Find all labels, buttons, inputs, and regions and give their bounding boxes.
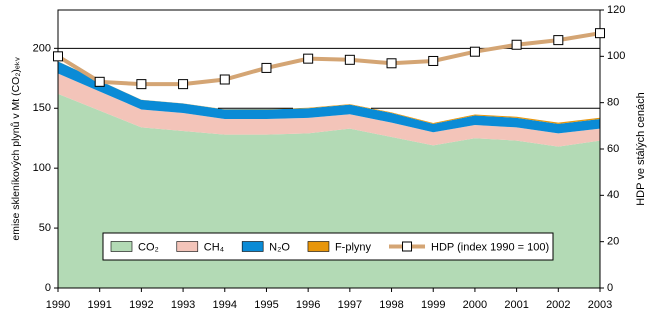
y2-tick-label: 60 <box>607 143 619 155</box>
legend-swatch <box>176 241 199 252</box>
y-tick-label: 50 <box>39 222 51 234</box>
x-tick-label: 1995 <box>254 299 278 311</box>
marker <box>553 35 564 46</box>
line <box>56 31 601 87</box>
x-tick-label: 1992 <box>129 299 153 311</box>
marker <box>136 79 147 90</box>
x-tick-label: 1991 <box>87 299 111 311</box>
legend-label: N₂O <box>269 241 290 253</box>
y2-tick-label: 40 <box>607 189 619 201</box>
legend-swatch <box>307 241 330 252</box>
y-tick-label: 150 <box>33 102 51 114</box>
x-tick-label: 1990 <box>46 299 70 311</box>
legend-label: CH₄ <box>204 241 225 253</box>
x-tick-label: 2001 <box>504 299 528 311</box>
y2-tick-label: 20 <box>607 236 619 248</box>
legend-label: HDP (index 1990 = 100) <box>431 241 549 253</box>
area <box>58 73 600 147</box>
x-tick-label: 1994 <box>213 299 237 311</box>
legend: CO₂ CH₄ N₂O F-plyny HDP (index 1990 = 100) <box>102 232 554 261</box>
y-tick-label: 200 <box>33 42 51 54</box>
legend-swatch <box>241 241 264 252</box>
x-tick-label: 2002 <box>546 299 570 311</box>
y2-tick-label: 80 <box>607 97 619 109</box>
marker <box>469 46 480 57</box>
marker <box>344 54 355 65</box>
marker <box>94 76 105 87</box>
y-axis-label: emise skleníkových plynů v Mt (CO₂)ₑₖᵥ <box>10 57 22 241</box>
y2-tick-label: 120 <box>607 4 625 16</box>
y2-tick-label: 0 <box>607 282 613 294</box>
marker <box>178 79 189 90</box>
y2-axis-label: HDP ve stálých cenách <box>635 92 647 206</box>
marker <box>511 39 522 50</box>
marker <box>219 74 230 85</box>
marker <box>261 62 272 73</box>
marker <box>428 55 439 66</box>
x-tick-label: 2003 <box>588 299 612 311</box>
legend-swatch <box>110 241 133 252</box>
marker <box>386 58 397 69</box>
x-tick-label: 1997 <box>338 299 362 311</box>
x-tick-label: 2000 <box>463 299 487 311</box>
x-tick-label: 1996 <box>296 299 320 311</box>
legend-marker <box>402 241 413 252</box>
x-tick-label: 1999 <box>421 299 445 311</box>
plot-frame <box>57 9 601 289</box>
x-tick-label: 1998 <box>379 299 403 311</box>
legend-label: F-plyny <box>335 241 372 253</box>
area <box>58 61 600 134</box>
marker <box>595 28 605 39</box>
marker <box>303 53 314 64</box>
legend-label: CO₂ <box>138 241 159 253</box>
y-tick-label: 100 <box>33 162 51 174</box>
y-tick-label: 0 <box>45 282 51 294</box>
y2-tick-label: 100 <box>607 50 625 62</box>
x-tick-label: 1993 <box>171 299 195 311</box>
marker <box>53 51 63 62</box>
